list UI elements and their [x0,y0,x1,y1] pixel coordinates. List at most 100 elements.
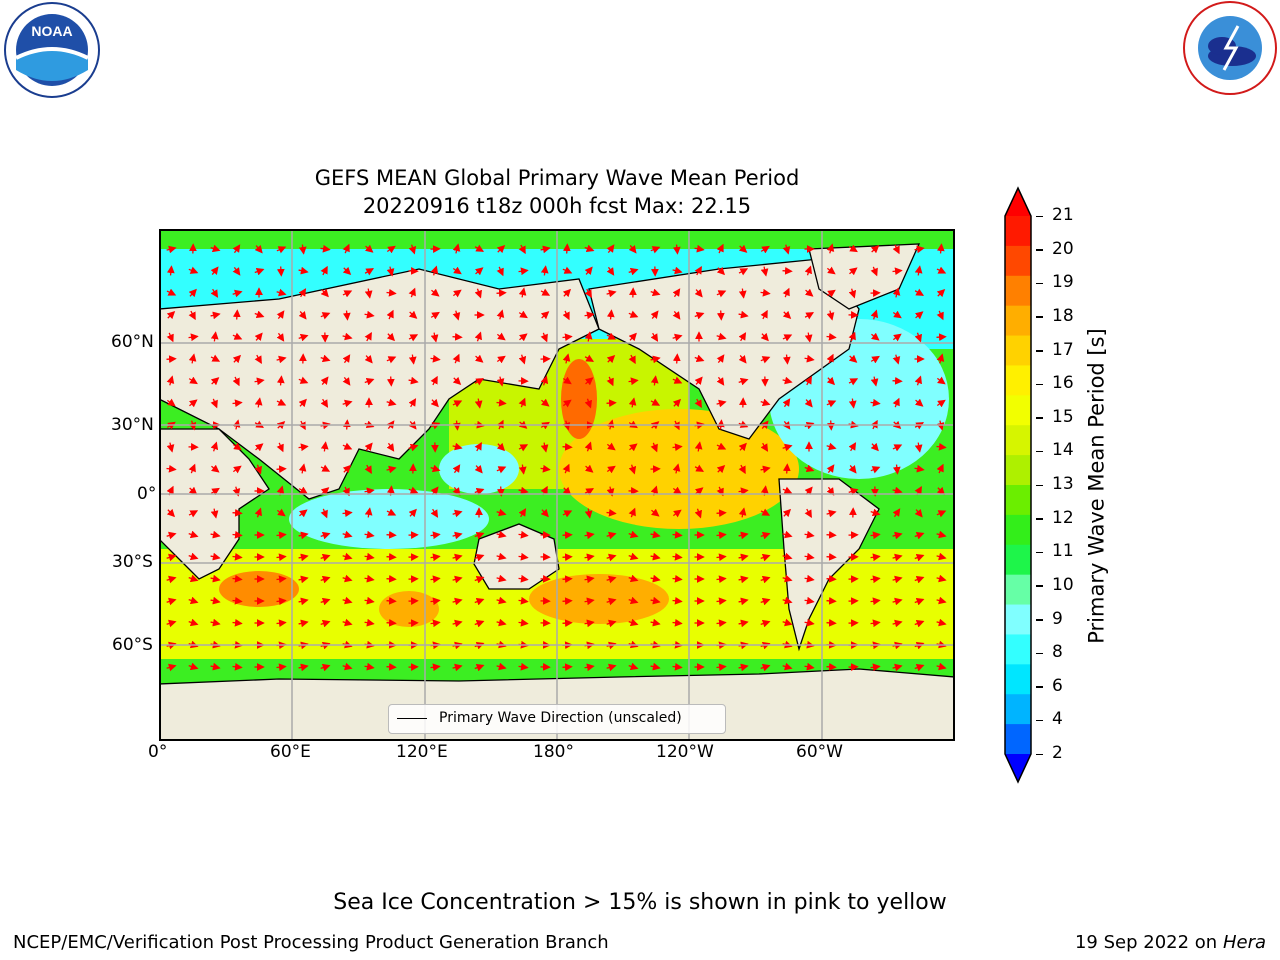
wave-direction-arrow [936,574,947,583]
wave-direction-arrow [408,486,419,494]
wave-direction-arrow [914,265,923,276]
wave-direction-arrow [364,464,372,475]
wave-direction-arrow [364,268,375,276]
wave-direction-arrow [562,597,573,606]
wave-direction-arrow [386,398,397,407]
wave-direction-arrow [452,442,463,451]
wave-direction-arrow [782,354,791,365]
wave-direction-arrow [540,375,549,386]
wave-direction-arrow [254,397,263,408]
wave-direction-arrow [606,332,617,340]
wave-direction-arrow [892,244,900,255]
wave-direction-arrow [188,530,199,539]
wave-direction-arrow [320,265,328,276]
wave-direction-arrow [320,376,329,385]
wave-direction-arrow [232,244,241,254]
wave-direction-arrow [166,265,175,276]
colorbar-segment [1005,365,1031,396]
wave-direction-arrow [232,596,243,605]
wave-direction-arrow [562,463,570,474]
wave-direction-arrow [254,332,263,342]
wave-direction-arrow [716,290,727,298]
wave-direction-arrow [166,597,177,606]
wave-direction-arrow [738,332,747,342]
colorbar-tick-label: 6 [1052,675,1063,696]
colorbar-tick-label: 21 [1052,205,1074,225]
wave-direction-arrow [518,310,528,319]
wave-direction-arrow [760,266,769,277]
wave-direction-arrow [870,597,881,606]
wave-direction-arrow [782,662,793,671]
wave-direction-arrow [474,354,484,363]
wave-direction-arrow [804,552,815,561]
wave-direction-arrow [188,333,199,342]
wave-direction-arrow [628,596,639,605]
wave-direction-arrow [188,353,197,364]
wave-direction-arrow [936,618,947,627]
wave-direction-arrow [232,309,241,320]
wave-direction-arrow [716,619,727,628]
wave-direction-arrow [760,597,771,606]
wave-direction-arrow [474,398,483,409]
aleutian-swell [561,359,597,439]
wave-direction-arrow [782,552,793,561]
wave-direction-arrow [826,353,834,364]
wave-direction-arrow [584,464,594,473]
wave-direction-arrow [584,244,595,252]
wave-direction-arrow [782,486,793,494]
wave-direction-arrow [452,575,463,584]
wave-direction-arrow [430,311,440,320]
wave-direction-arrow [892,310,902,319]
wave-direction-arrow [892,354,901,365]
wave-direction-arrow [650,355,661,364]
wave-direction-arrow [364,487,375,496]
wave-direction-arrow [276,575,287,584]
wave-direction-arrow [892,287,901,298]
wave-direction-arrow [870,245,880,254]
wave-direction-arrow [540,508,549,518]
wave-direction-arrow [760,398,771,407]
wave-direction-arrow [672,509,682,518]
wave-direction-arrow [870,442,879,452]
wave-direction-arrow [298,443,309,452]
wave-direction-arrow [364,662,375,671]
wave-direction-arrow [452,332,463,341]
wave-direction-arrow [628,267,639,276]
wave-direction-arrow [474,620,485,628]
wave-direction-arrow [386,309,394,320]
wave-direction-arrow [320,244,331,253]
wave-direction-arrow [826,332,837,341]
wave-direction-arrow [562,353,571,364]
wave-direction-arrow [276,531,287,540]
colorbar-tick-label: 19 [1052,272,1074,293]
wave-direction-arrow [474,288,482,299]
wave-direction-arrow [540,311,550,320]
wave-direction-arrow [452,531,463,540]
wave-direction-arrow [188,310,196,321]
wave-direction-arrow [914,288,925,296]
wave-direction-arrow [628,530,639,539]
wave-direction-arrow [738,597,749,606]
wave-direction-arrow [782,244,791,255]
wave-direction-arrow [496,309,505,320]
wave-direction-arrow [320,312,331,320]
wave-direction-arrow [364,354,373,364]
wave-direction-arrow [188,288,197,298]
wave-direction-arrow [474,554,485,562]
wave-direction-arrow [474,441,482,452]
colorbar-tick-mark [1036,249,1043,251]
wave-direction-arrow [694,376,703,386]
lon-label-180: 180° [533,742,574,762]
wave-direction-arrow [672,596,683,605]
run-date: 19 Sep 2022 on Hera [1075,934,1266,952]
wave-direction-arrow [584,441,592,452]
wave-direction-arrow [408,398,417,408]
colorbar-segment [1005,574,1031,606]
wave-direction-arrows [166,243,947,672]
colorbar-segment [1005,514,1031,546]
wave-direction-arrow [936,353,945,364]
wave-direction-arrow [760,531,771,540]
colorbar-tick-mark [1036,551,1043,554]
wave-direction-arrow [386,508,397,516]
colorbar-label-text: Primary Wave Mean Period [s] [1084,328,1109,644]
